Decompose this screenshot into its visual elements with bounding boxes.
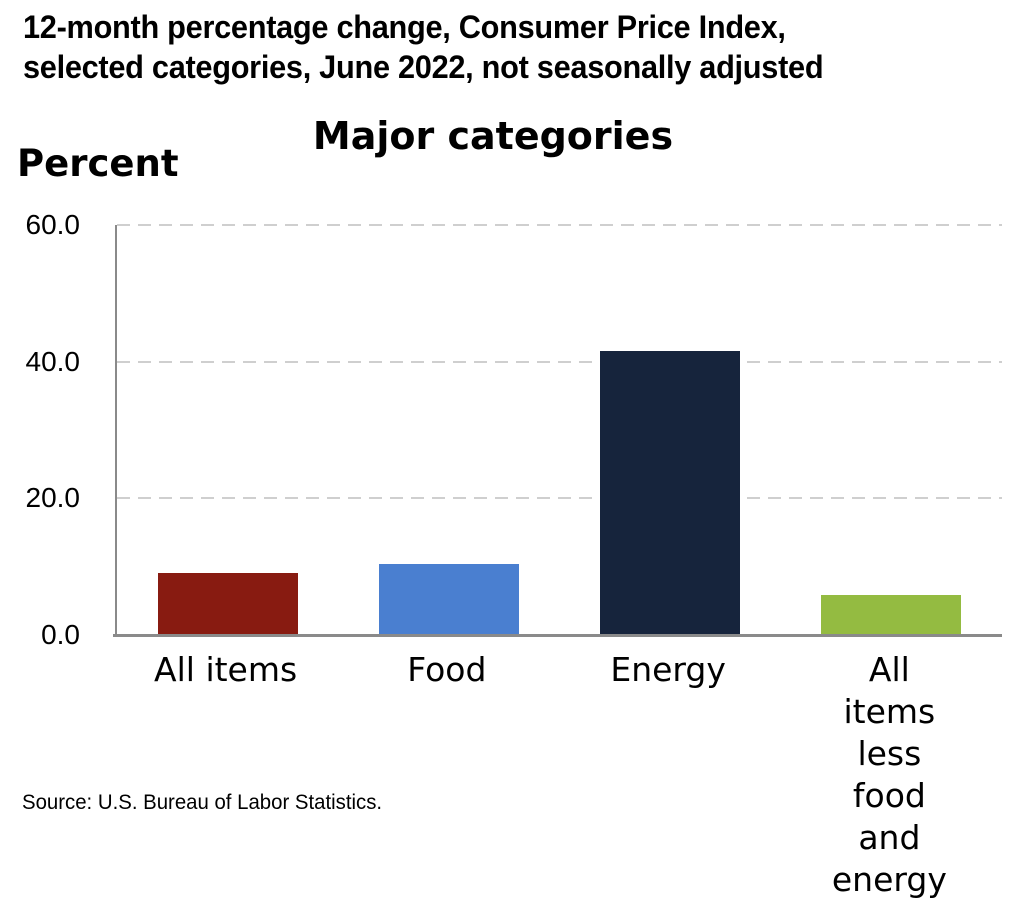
y-tick-label: 40.0 (25, 345, 81, 377)
category-label-1: All items (154, 650, 298, 689)
category-label-2: Food (407, 650, 487, 689)
x-axis-category-labels: All items Food Energy All items less food a… (115, 649, 1000, 899)
source-text: Source: U.S. Bureau of Labor Statistics. (22, 791, 383, 814)
bls-cpi-chart-page: { "header": { "title_lines": [ "12-month… (17, 7, 1002, 899)
gridline-20 (117, 497, 1002, 500)
bar-energy (600, 350, 741, 635)
bar-food (378, 563, 519, 635)
gridline-40 (117, 360, 1002, 363)
x-axis-line (113, 634, 1002, 637)
bar-all-items (821, 594, 962, 635)
page-title: 12-month percentage change, Consumer Pri… (23, 7, 824, 87)
page-title-line2: selected categories, June 2022, not seas… (23, 49, 824, 85)
bar-all-items (157, 572, 298, 635)
y-tick-label: 20.0 (25, 482, 81, 514)
chart-title: Major categories (312, 114, 674, 158)
y-axis-title: Percent (17, 142, 179, 185)
y-tick-label: 0.0 (41, 619, 80, 650)
page-title-line1: 12-month percentage change, Consumer Pri… (23, 9, 786, 45)
y-tick-label: 60.0 (25, 209, 81, 240)
gridline-60 (117, 224, 1002, 226)
plot-area (115, 224, 1002, 635)
category-label-3: Energy (610, 650, 726, 689)
category-label-4: All items less food and energy (831, 650, 947, 899)
